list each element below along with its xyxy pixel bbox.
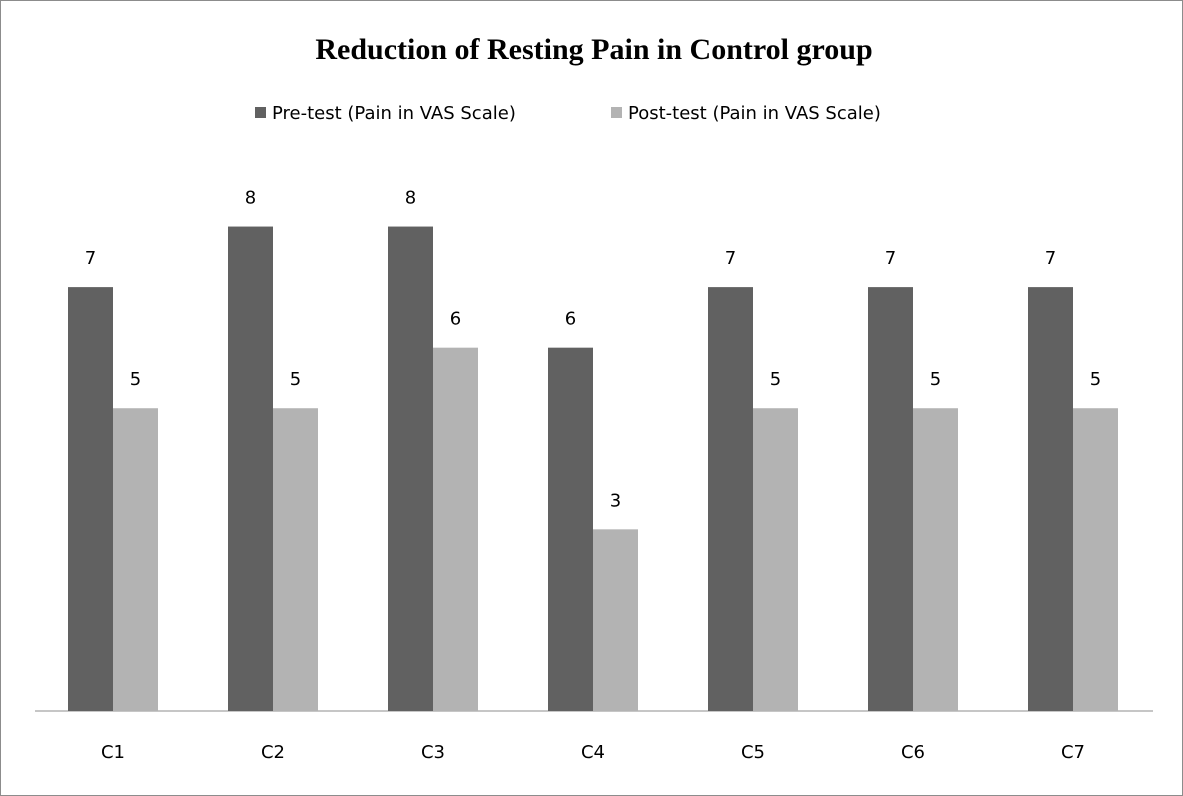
bar xyxy=(1073,408,1118,711)
legend-label: Post-test (Pain in VAS Scale) xyxy=(628,103,881,124)
bar xyxy=(388,226,433,712)
bar xyxy=(548,347,593,711)
data-label: 6 xyxy=(450,309,461,330)
x-tick-label: C4 xyxy=(581,742,605,763)
bar xyxy=(913,408,958,711)
data-label: 8 xyxy=(405,188,416,209)
data-label: 7 xyxy=(85,248,96,269)
bar xyxy=(113,408,158,711)
legend-swatch xyxy=(611,107,622,118)
data-label: 5 xyxy=(770,369,781,390)
x-tick-label: C3 xyxy=(421,742,445,763)
bar xyxy=(433,347,478,711)
bar xyxy=(228,226,273,712)
bar xyxy=(868,287,913,711)
x-tick-label: C7 xyxy=(1061,742,1085,763)
data-label: 5 xyxy=(130,369,141,390)
data-label: 5 xyxy=(930,369,941,390)
legend-swatch xyxy=(255,107,266,118)
chart-title: Reduction of Resting Pain in Control gro… xyxy=(315,33,872,66)
bar xyxy=(1028,287,1073,711)
data-label: 5 xyxy=(1090,369,1101,390)
bar xyxy=(708,287,753,711)
x-tick-label: C6 xyxy=(901,742,925,763)
data-label: 6 xyxy=(565,309,576,330)
legend-label: Pre-test (Pain in VAS Scale) xyxy=(272,103,516,124)
data-label: 7 xyxy=(1045,248,1056,269)
x-tick-label: C1 xyxy=(101,742,125,763)
data-label: 8 xyxy=(245,188,256,209)
data-label: 5 xyxy=(290,369,301,390)
bar xyxy=(593,529,638,711)
x-tick-label: C5 xyxy=(741,742,765,763)
data-label: 7 xyxy=(885,248,896,269)
bar xyxy=(68,287,113,711)
bar xyxy=(273,408,318,711)
bar xyxy=(753,408,798,711)
x-tick-label: C2 xyxy=(261,742,285,763)
data-label: 7 xyxy=(725,248,736,269)
data-label: 3 xyxy=(610,490,621,511)
